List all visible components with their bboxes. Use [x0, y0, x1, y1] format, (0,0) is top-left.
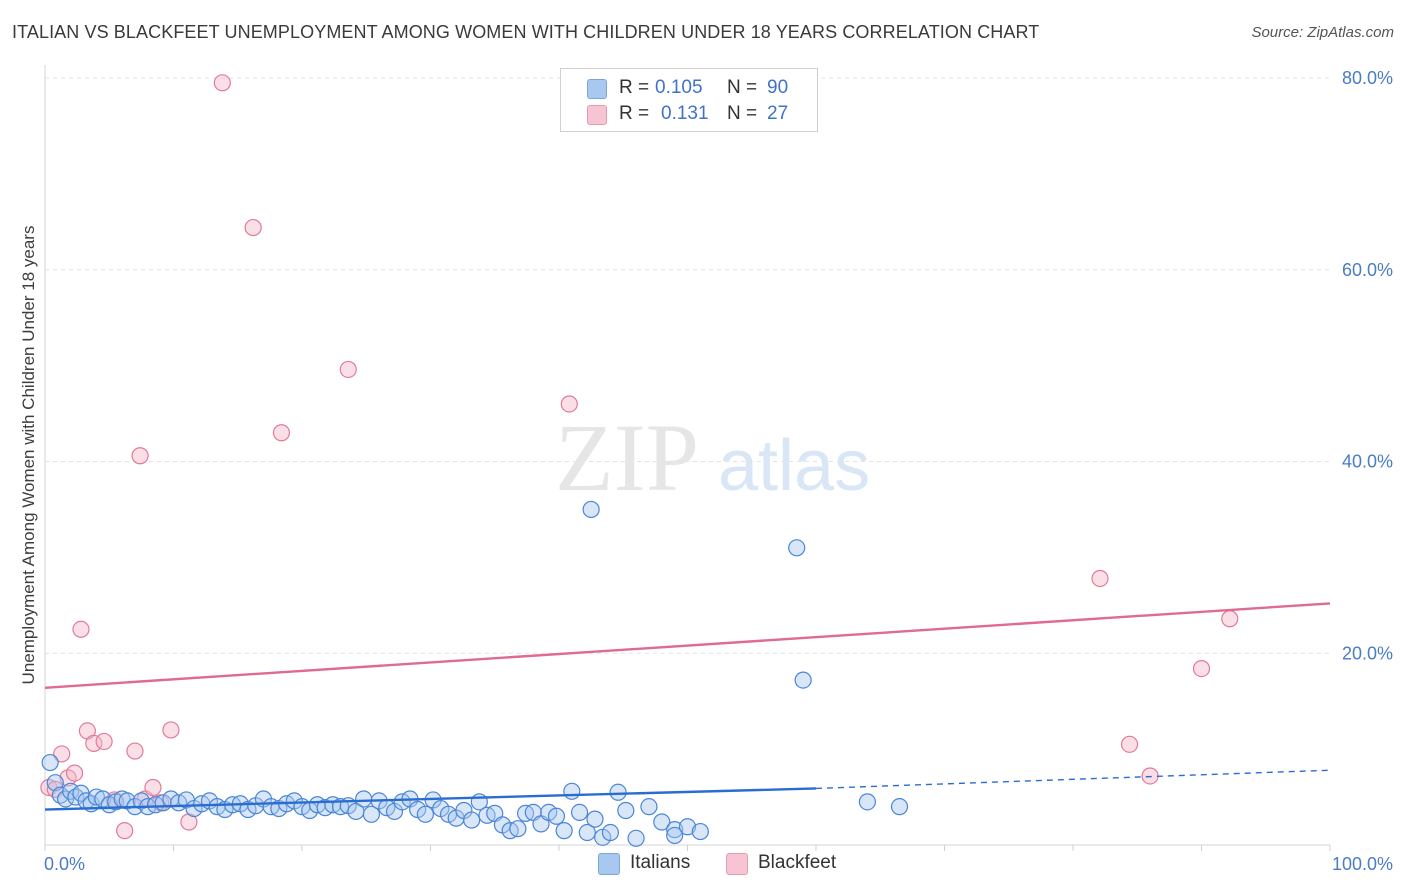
point-blackfeet — [126, 742, 144, 760]
point-italians — [794, 671, 812, 689]
point-blackfeet — [144, 778, 162, 797]
point-italians — [87, 788, 106, 806]
point-italians — [540, 803, 558, 822]
source-label: Source: ZipAtlas.com — [1251, 24, 1394, 41]
point-italians — [858, 793, 877, 811]
bottom-swatch-italians — [598, 853, 620, 875]
point-italians — [609, 783, 627, 801]
point-italians — [617, 801, 635, 820]
point-blackfeet — [85, 734, 103, 752]
point-italians — [890, 798, 909, 816]
point-italians — [666, 826, 684, 845]
point-italians — [509, 820, 527, 838]
point-blackfeet — [131, 447, 149, 465]
point-blackfeet — [162, 721, 180, 739]
y-tick-label: 40.0% — [1342, 452, 1393, 472]
stats-legend: R = 0.105 N = 90 R = 0.131 N = 27 — [560, 68, 818, 132]
point-blackfeet — [339, 360, 357, 379]
point-blackfeet — [95, 732, 113, 751]
watermark-zip: ZIP — [555, 404, 699, 511]
bottom-legend-label: Blackfeet — [758, 852, 837, 873]
bottom-swatch-blackfeet — [726, 853, 748, 875]
point-blackfeet — [1192, 659, 1211, 678]
x-tick-label: 100.0% — [1332, 854, 1393, 874]
watermark-atlas: atlas — [718, 426, 870, 506]
point-italians — [132, 792, 150, 810]
legend-r-label: R = — [619, 103, 650, 124]
legend-n-label: N = — [727, 103, 758, 124]
point-italians — [463, 811, 481, 829]
point-italians — [355, 790, 373, 808]
trend-line-blackfeet — [44, 602, 1331, 689]
point-italians — [627, 829, 645, 847]
watermark: ZIP atlas — [555, 404, 870, 511]
chart-title: ITALIAN VS BLACKFEET UNEMPLOYMENT AMONG … — [12, 22, 1040, 42]
point-italians — [555, 822, 573, 840]
point-italians — [653, 813, 671, 831]
point-italians — [678, 818, 697, 836]
point-italians — [586, 810, 604, 828]
point-blackfeet — [116, 822, 134, 840]
point-blackfeet — [244, 218, 262, 237]
point-italians — [416, 805, 434, 823]
tick-labels: 20.0% 40.0% 60.0% 80.0% 0.0% 100.0% — [44, 68, 1393, 874]
point-italians — [666, 821, 684, 839]
legend-swatch-italians — [587, 79, 607, 99]
point-italians — [578, 823, 596, 842]
point-italians — [788, 539, 806, 557]
point-italians — [239, 800, 257, 819]
point-italians — [691, 822, 709, 841]
y-tick-label: 80.0% — [1342, 68, 1393, 88]
point-blackfeet — [1120, 735, 1139, 753]
trend-line-italians-extension — [815, 769, 1331, 790]
point-blackfeet — [560, 395, 578, 413]
point-blackfeet — [1091, 569, 1109, 588]
legend-n-value: 27 — [767, 103, 789, 124]
y-tick-label: 20.0% — [1342, 643, 1393, 663]
legend-r-value: 0.131 — [661, 103, 709, 124]
legend-n-value: 90 — [767, 77, 789, 98]
point-italians — [570, 803, 589, 822]
point-blackfeet — [53, 745, 71, 763]
point-blackfeet — [65, 764, 84, 782]
point-italians — [640, 798, 658, 816]
x-tick-label: 0.0% — [44, 854, 85, 874]
legend-r-value: 0.105 — [655, 77, 703, 98]
point-italians — [547, 807, 566, 825]
legend-r-label: R = — [619, 77, 650, 98]
point-italians — [582, 500, 600, 519]
y-axis-label: Unemployment Among Women with Children U… — [19, 226, 38, 685]
legend-swatch-blackfeet — [587, 105, 607, 125]
point-blackfeet — [213, 74, 231, 92]
trend-lines — [44, 602, 1331, 811]
point-italians — [563, 782, 581, 800]
bottom-legend-label: Italians — [630, 852, 691, 873]
point-italians — [41, 753, 59, 772]
y-tick-label: 60.0% — [1342, 260, 1393, 280]
legend-n-label: N = — [727, 77, 758, 98]
point-blackfeet — [72, 620, 90, 638]
grid-lines — [45, 77, 1330, 654]
point-blackfeet — [1221, 610, 1239, 628]
point-italians — [362, 805, 380, 823]
point-italians — [601, 823, 620, 842]
point-blackfeet — [272, 424, 291, 442]
axes — [44, 65, 1331, 851]
series-italians-points — [41, 500, 909, 847]
trend-line-italians — [44, 787, 817, 811]
